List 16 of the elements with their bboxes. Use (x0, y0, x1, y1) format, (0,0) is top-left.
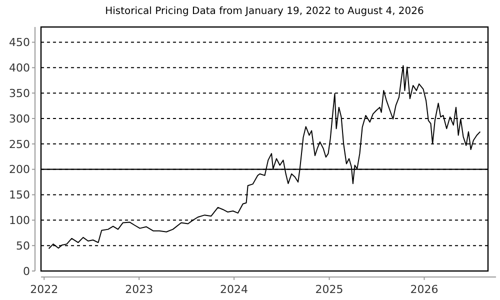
y-tick-label: 200 (9, 163, 30, 176)
y-tick-label: 300 (9, 112, 30, 126)
x-tick-label: 2025 (315, 283, 344, 296)
y-tick-label: 250 (9, 138, 30, 151)
x-tick-label: 2026 (410, 283, 438, 296)
x-tick-label: 2022 (30, 283, 58, 296)
x-tick-label: 2023 (125, 283, 154, 296)
y-tick-label: 400 (9, 62, 30, 75)
y-tick-label: 0 (23, 264, 30, 278)
chart-title: Historical Pricing Data from January 19, 2022 to August 4, 2026 (105, 6, 424, 17)
y-tick-label: 450 (9, 36, 30, 50)
y-tick-label: 100 (9, 214, 30, 228)
y-tick-label: 150 (9, 188, 30, 202)
y-tick-label: 50 (16, 239, 30, 252)
y-tick-label: 350 (9, 86, 30, 100)
x-tick-label: 2024 (220, 283, 248, 296)
